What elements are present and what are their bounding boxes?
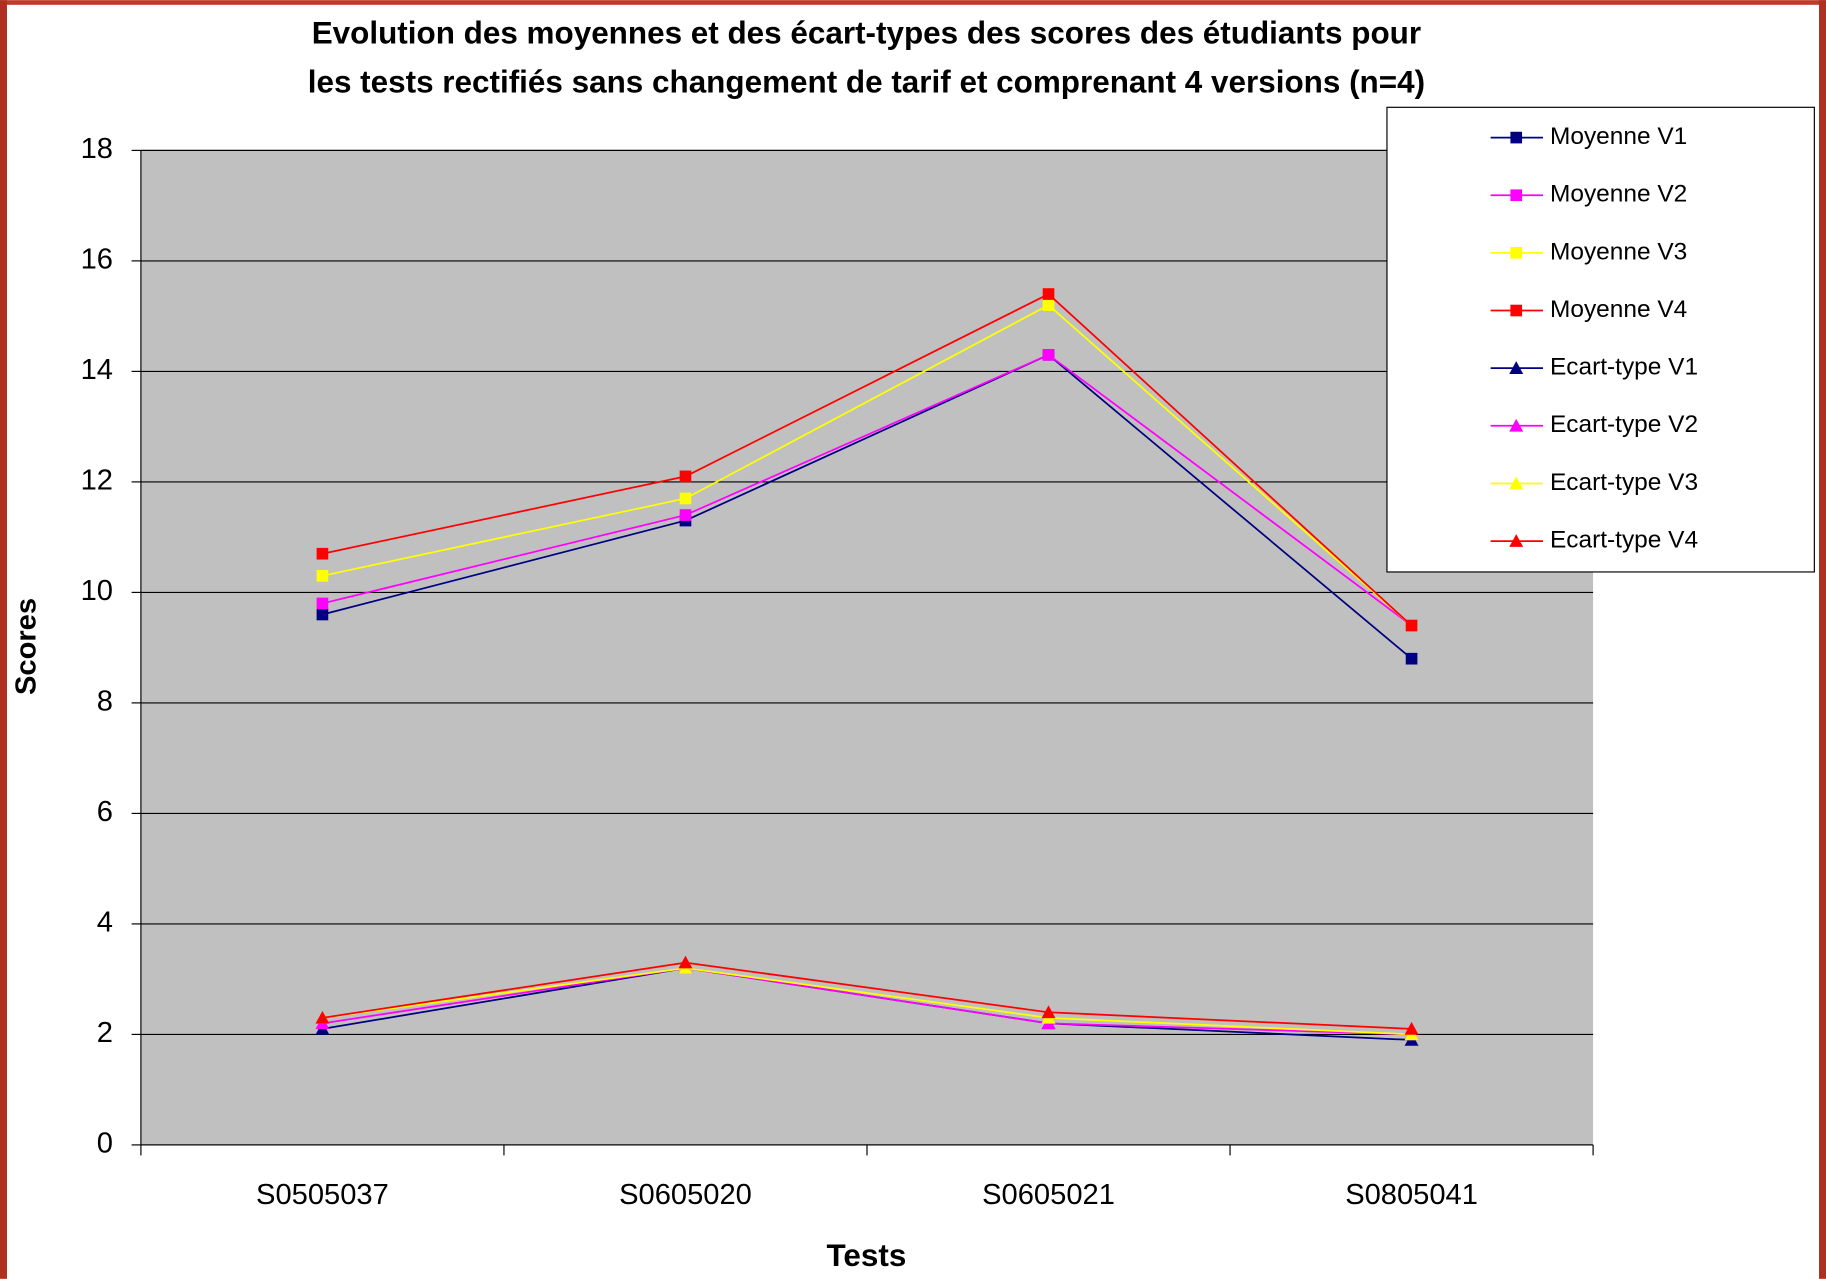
y-tick-label: 10 bbox=[81, 575, 113, 607]
marker bbox=[316, 570, 329, 582]
x-tick-label: S0505037 bbox=[256, 1179, 389, 1211]
legend-marker bbox=[1509, 476, 1524, 490]
y-tick-label: 8 bbox=[97, 686, 113, 718]
x-axis-label: Tests bbox=[827, 1238, 907, 1273]
marker bbox=[1041, 1005, 1056, 1019]
line bbox=[322, 353, 1413, 627]
y-tick-label: 2 bbox=[97, 1017, 113, 1049]
marker bbox=[316, 547, 329, 560]
chart-title: les tests rectifiés sans changement de t… bbox=[308, 64, 1425, 99]
marker bbox=[679, 509, 692, 521]
frame-left bbox=[0, 0, 7, 1279]
marker bbox=[316, 608, 329, 621]
line bbox=[322, 967, 1412, 1036]
frame-right bbox=[1819, 0, 1826, 1279]
marker bbox=[1042, 299, 1055, 311]
series-layer bbox=[315, 288, 1419, 1046]
legend-marker bbox=[1509, 361, 1524, 374]
legend-marker bbox=[1510, 247, 1523, 259]
line bbox=[322, 292, 1413, 627]
legend-label: Ecart-type V3 bbox=[1550, 469, 1698, 496]
marker bbox=[316, 597, 329, 610]
grid: 0 2 4 6 8 10 12 14 16 18 S0505037 S0605020 S0605021 S… bbox=[81, 133, 1594, 1211]
marker bbox=[1042, 288, 1055, 300]
line bbox=[322, 304, 1413, 627]
y-tick-label: 6 bbox=[97, 796, 113, 828]
marker bbox=[679, 492, 692, 505]
plot-area bbox=[140, 150, 1594, 1145]
marker bbox=[1404, 1021, 1419, 1035]
legend-marker bbox=[1509, 418, 1524, 432]
marker bbox=[679, 470, 692, 483]
y-tick-label: 14 bbox=[81, 354, 113, 386]
marker bbox=[1042, 348, 1055, 361]
marker bbox=[1405, 619, 1418, 632]
legend-label: Moyenne V1 bbox=[1550, 123, 1687, 150]
legend-box bbox=[1386, 106, 1815, 573]
chart-title: Evolution des moyennes et des écart-type… bbox=[312, 15, 1421, 50]
line bbox=[322, 961, 1412, 1030]
y-tick-label: 16 bbox=[81, 244, 113, 276]
legend-label: Ecart-type V4 bbox=[1550, 527, 1698, 554]
legend-label: Ecart-type V2 bbox=[1550, 411, 1698, 438]
y-tick-label: 18 bbox=[81, 133, 113, 165]
legend: Moyenne V1 Moyenne V2 Moyenne V3 Moyenne V4… bbox=[1386, 106, 1815, 573]
legend-label: Moyenne V2 bbox=[1550, 181, 1687, 208]
series bbox=[316, 288, 1418, 632]
marker bbox=[1405, 652, 1418, 665]
y-tick-label: 0 bbox=[97, 1128, 113, 1160]
legend-marker bbox=[1510, 304, 1523, 317]
y-tick-label: 4 bbox=[97, 907, 113, 939]
marker bbox=[678, 955, 693, 969]
x-tick-label: S0605021 bbox=[982, 1179, 1115, 1211]
legend-marker bbox=[1510, 189, 1523, 202]
legend-label: Ecart-type V1 bbox=[1550, 354, 1698, 381]
legend-marker bbox=[1510, 131, 1523, 144]
line bbox=[322, 967, 1412, 1036]
legend-label: Moyenne V3 bbox=[1550, 238, 1687, 265]
legend-label: Moyenne V4 bbox=[1550, 296, 1687, 323]
legend-marker bbox=[1509, 534, 1524, 547]
y-tick-label: 12 bbox=[81, 465, 113, 497]
x-tick-label: S0805041 bbox=[1345, 1179, 1478, 1211]
frame-top bbox=[0, 0, 1826, 5]
line bbox=[322, 353, 1413, 660]
y-axis-label: Scores bbox=[11, 598, 43, 695]
marker bbox=[315, 1010, 330, 1024]
x-tick-label: S0605020 bbox=[619, 1179, 752, 1211]
series bbox=[315, 955, 1419, 1035]
